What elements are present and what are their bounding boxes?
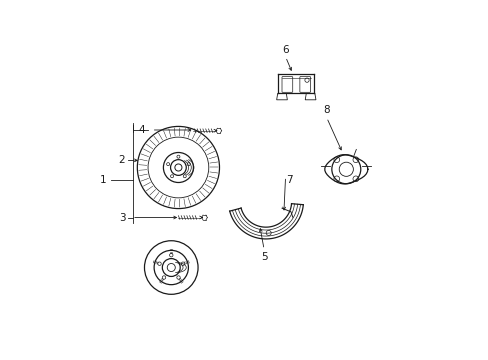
Text: 3: 3	[119, 212, 125, 222]
Text: 8: 8	[323, 105, 329, 115]
Text: 6: 6	[282, 45, 288, 55]
Circle shape	[162, 276, 165, 279]
Text: 1: 1	[100, 175, 106, 185]
Circle shape	[177, 276, 180, 279]
Text: 2: 2	[119, 156, 125, 165]
Text: 7: 7	[285, 175, 292, 185]
Circle shape	[175, 164, 182, 171]
Text: 5: 5	[260, 252, 267, 262]
Text: 4: 4	[138, 125, 144, 135]
Circle shape	[181, 262, 184, 265]
Circle shape	[158, 262, 161, 265]
Circle shape	[169, 253, 173, 257]
